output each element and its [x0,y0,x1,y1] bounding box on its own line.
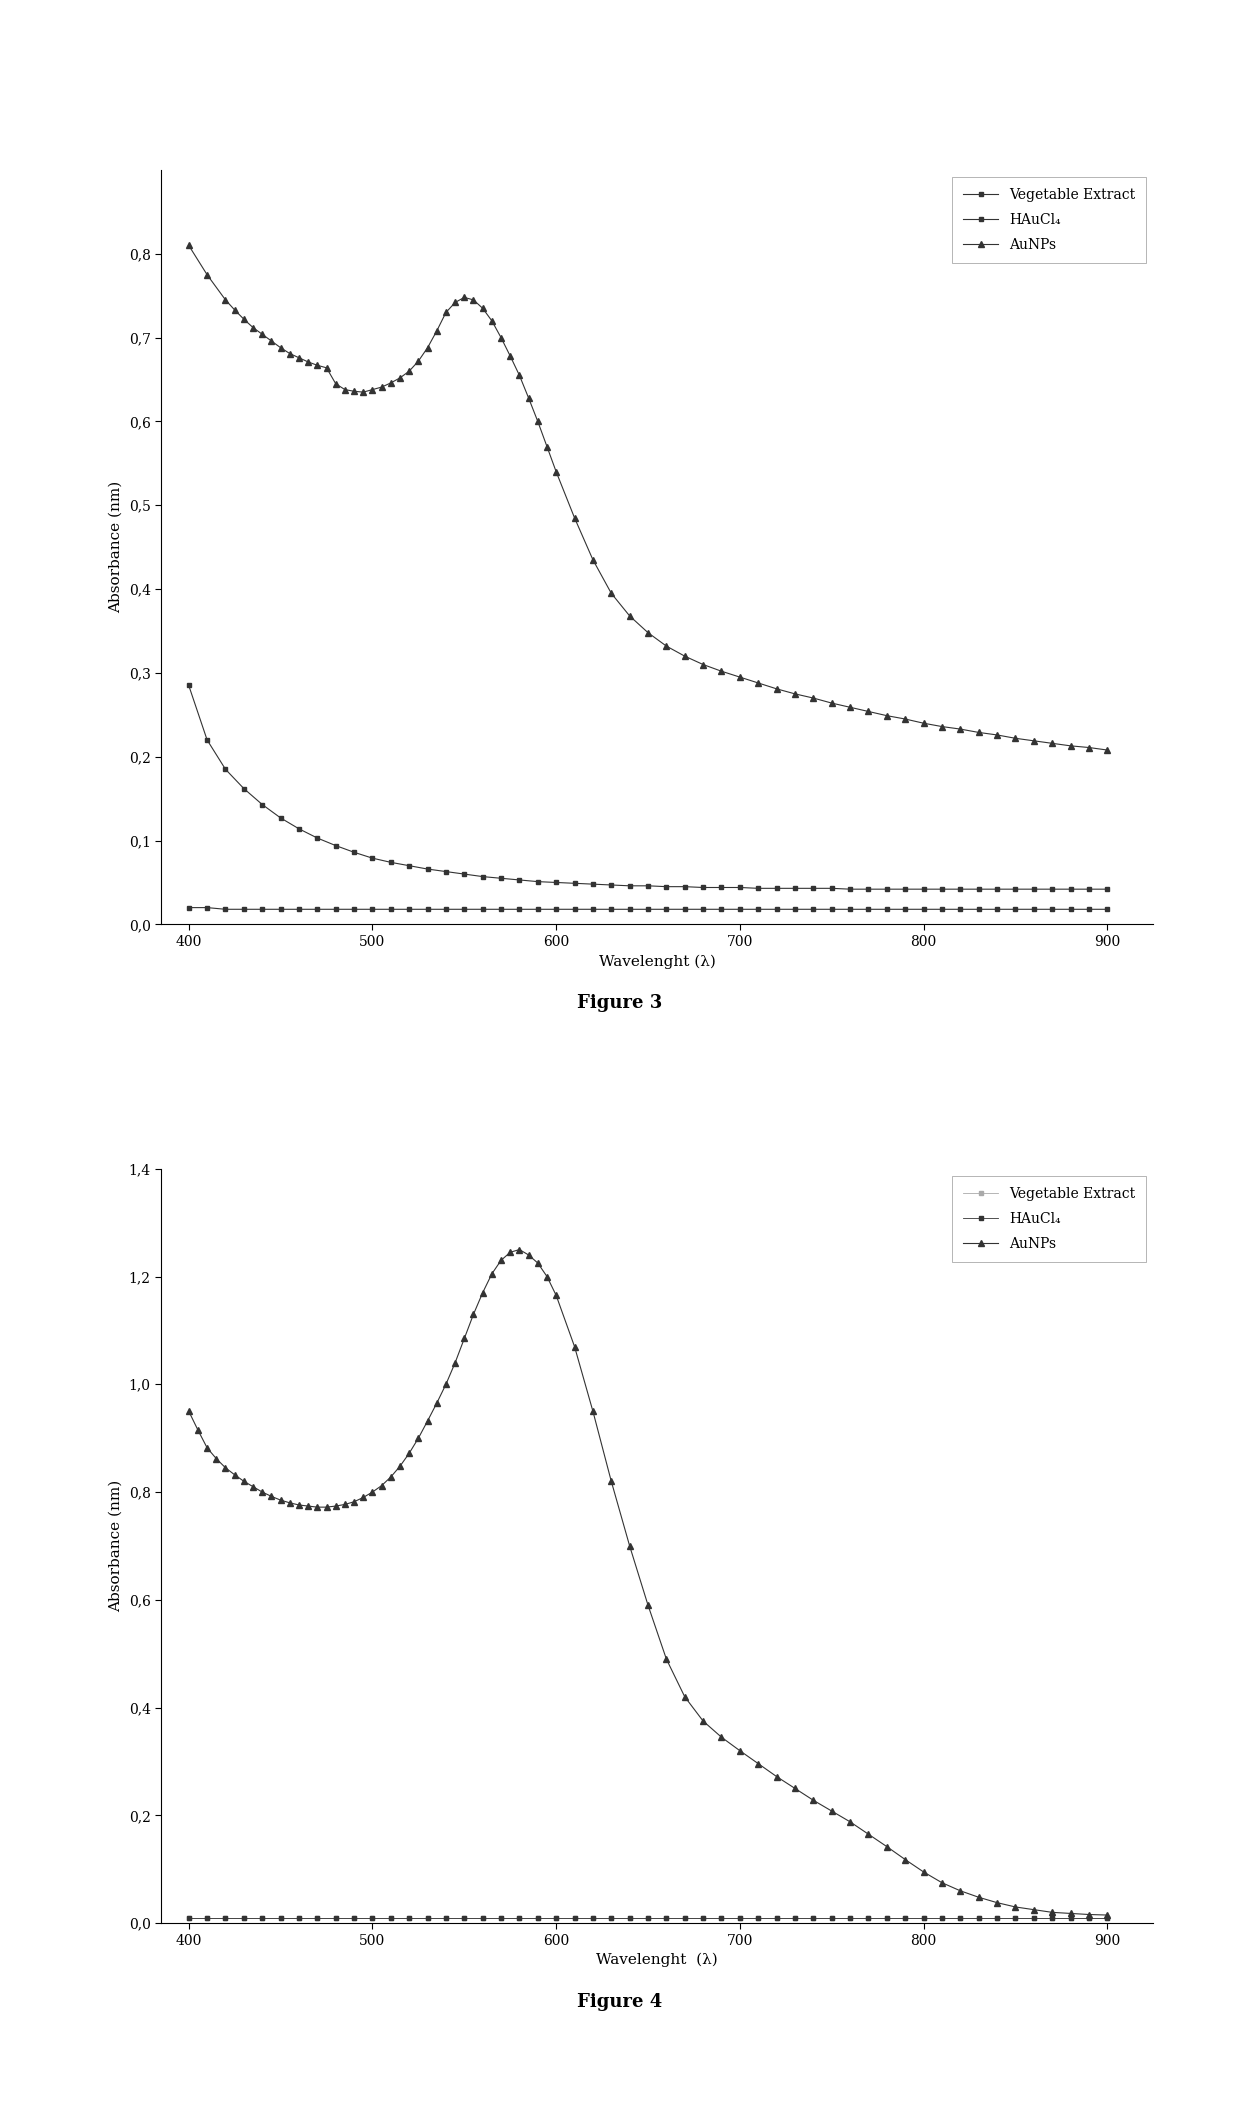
Legend: Vegetable Extract, HAuCl₄, AuNPs: Vegetable Extract, HAuCl₄, AuNPs [952,1175,1146,1262]
X-axis label: Wavelenght  (λ): Wavelenght (λ) [596,1953,718,1968]
Text: Figure 4: Figure 4 [578,1993,662,2010]
Text: Figure 3: Figure 3 [578,995,662,1012]
Legend: Vegetable Extract, HAuCl₄, AuNPs: Vegetable Extract, HAuCl₄, AuNPs [952,176,1146,264]
Y-axis label: Absorbance (nm): Absorbance (nm) [109,480,123,614]
X-axis label: Wavelenght (λ): Wavelenght (λ) [599,954,715,969]
Y-axis label: Absorbance (nm): Absorbance (nm) [109,1479,123,1613]
